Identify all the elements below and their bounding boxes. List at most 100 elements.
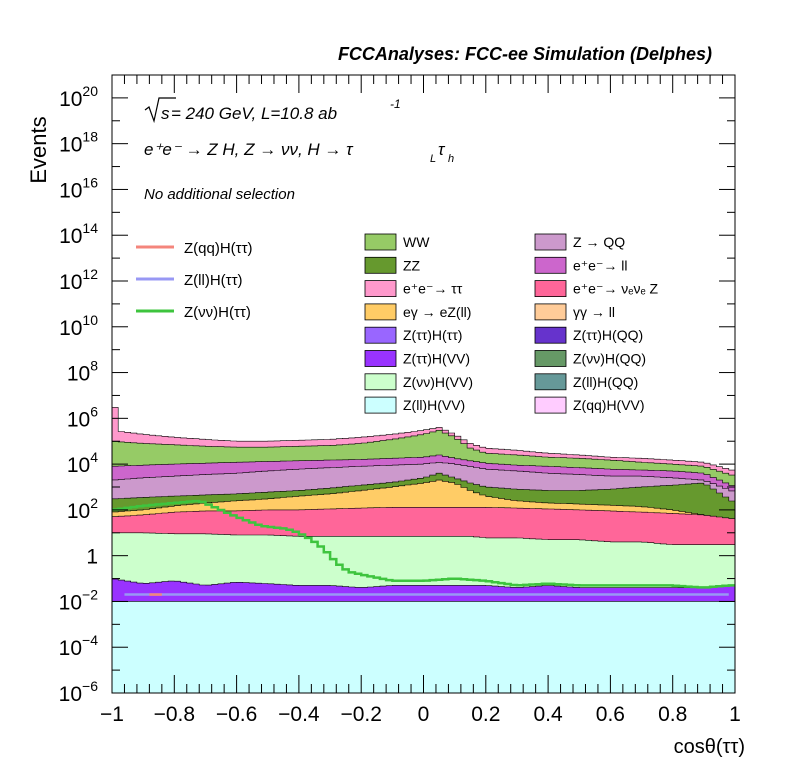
y-tick-base: 10 xyxy=(59,317,82,340)
y-tick-base: 10 xyxy=(59,225,82,248)
y-tick-label: 1020 xyxy=(59,83,98,111)
stack-legend-swatch xyxy=(534,396,567,414)
y-tick-base: 10 xyxy=(59,683,82,706)
energy-annotation: s = 240 GeV, L=10.8 ab -1 xyxy=(144,97,401,124)
stack-legend-label: e⁺e⁻→ ll xyxy=(573,257,627,273)
stack-legend-swatch xyxy=(534,350,567,367)
process-tau: τ xyxy=(438,140,446,159)
y-tick-label: 1 xyxy=(86,546,98,569)
stack-legend-label: Z(ττ)H(ττ) xyxy=(403,327,462,343)
x-tick-label: 0.6 xyxy=(596,703,625,726)
y-tick-exponent: 2 xyxy=(90,495,98,511)
y-tick-exponent: 14 xyxy=(82,220,98,236)
stack-legend-label: WW xyxy=(403,234,430,250)
y-tick-label: 1010 xyxy=(59,312,98,340)
stack-legend-swatch xyxy=(364,396,397,414)
signal-curve-znn xyxy=(112,499,735,589)
y-tick-label: 10−4 xyxy=(59,632,99,660)
stack-legend-swatch xyxy=(364,303,397,321)
plot-layers xyxy=(111,407,736,694)
y-tick-label: 1016 xyxy=(59,174,98,202)
x-tick-label: 0.2 xyxy=(471,703,500,726)
y-tick-exponent: 4 xyxy=(90,449,98,465)
x-tick-label: 0.8 xyxy=(658,703,687,726)
stack-legend-swatch xyxy=(364,280,397,298)
y-tick-exponent: −2 xyxy=(82,586,98,602)
y-tick-label: 104 xyxy=(67,449,98,477)
y-axis-ticks: 10−610−410−21102104106108101010121014101… xyxy=(59,74,735,706)
y-tick-base: 10 xyxy=(67,454,90,477)
stack-legend: WW Z → QQ ZZ e⁺e⁻→ ll e⁺e⁻→ ττ e⁺e⁻→ νₑνₑ Z eγ… xyxy=(364,233,659,414)
stack-layer xyxy=(111,601,736,694)
energy-exponent: -1 xyxy=(390,97,401,111)
signal-legend-label: Z(qq)H(ττ) xyxy=(184,240,253,257)
signal-legend: Z(qq)H(ττ) Z(ll)H(ττ) Z(νν)H(ττ) xyxy=(136,240,253,321)
y-tick-base: 10 xyxy=(59,591,82,614)
stack-legend-swatch xyxy=(534,303,567,321)
y-tick-label: 10−6 xyxy=(59,678,99,706)
stack-legend-label: e⁺e⁻→ νₑνₑ Z xyxy=(573,281,659,297)
x-tick-label: 0.4 xyxy=(533,703,563,726)
x-tick-label: −0.4 xyxy=(278,703,320,726)
stack-legend-swatch xyxy=(364,233,397,251)
sqrt-symbol xyxy=(144,97,176,124)
y-tick-base: 10 xyxy=(67,500,90,523)
stack-legend-swatch xyxy=(364,373,397,391)
process-sub-h: h xyxy=(448,153,454,165)
selection-annotation: No additional selection xyxy=(144,186,295,203)
stack-legend-swatch xyxy=(534,326,567,344)
y-axis-label: Events xyxy=(26,116,51,183)
y-tick-label: 106 xyxy=(67,403,98,431)
stack-legend-label: e⁺e⁻→ ττ xyxy=(403,281,463,297)
stack-legend-label: Z(νν)H(QQ) xyxy=(573,351,646,367)
y-tick-exponent: 6 xyxy=(90,403,98,419)
y-tick-base: 10 xyxy=(59,88,82,111)
x-tick-label: −1 xyxy=(100,703,124,726)
stack-legend-label: ZZ xyxy=(403,257,421,273)
y-tick-base: 10 xyxy=(67,363,90,386)
stack-legend-swatch xyxy=(534,280,567,298)
x-tick-label: −0.2 xyxy=(340,703,381,726)
y-tick-label: 1018 xyxy=(59,129,98,157)
signal-legend-label: Z(ll)H(ττ) xyxy=(184,272,243,289)
stack-legend-label: Z(ττ)H(QQ) xyxy=(573,327,643,343)
stack-legend-swatch xyxy=(534,256,567,274)
y-tick-label: 1012 xyxy=(59,266,98,294)
energy-text: = 240 GeV, L=10.8 ab xyxy=(171,104,337,123)
stack-legend-label: Z(qq)H(VV) xyxy=(573,397,645,413)
signal-curves xyxy=(112,499,735,596)
stack-legend-swatch xyxy=(364,350,397,367)
process-sub-l: L xyxy=(430,153,436,165)
y-tick-label: 108 xyxy=(67,358,98,386)
y-tick-exponent: 16 xyxy=(82,174,98,190)
x-tick-label: 1 xyxy=(729,703,741,726)
y-tick-base: 10 xyxy=(59,134,82,157)
y-tick-label: 10−2 xyxy=(59,586,99,614)
stack-legend-label: Z(νν)H(VV) xyxy=(403,374,473,390)
stack-legend-label: γγ → ll xyxy=(573,304,615,320)
stack-legend-label: Z → QQ xyxy=(573,234,625,250)
stack-legend-swatch xyxy=(364,326,397,344)
energy-sqrt-s: s xyxy=(161,104,170,123)
stack-legend-label: Z(ττ)H(VV) xyxy=(403,351,470,367)
y-tick-exponent: 18 xyxy=(82,129,98,145)
y-tick-exponent: 20 xyxy=(82,83,98,99)
chart-header: FCCAnalyses: FCC-ee Simulation (Delphes) xyxy=(338,44,712,64)
y-tick-label: 1014 xyxy=(59,220,98,248)
y-tick-base: 10 xyxy=(59,271,82,294)
stack-legend-swatch xyxy=(364,256,397,274)
x-axis-ticks: −1 −0.8 −0.6 −0.4 −0.2 0 0.2 0.4 0.6 0.8 1 xyxy=(100,75,741,726)
x-tick-label: −0.8 xyxy=(154,703,195,726)
stack-legend-swatch xyxy=(534,233,567,251)
y-tick-label: 102 xyxy=(67,495,98,523)
x-tick-label: −0.6 xyxy=(216,703,257,726)
process-annotation: e⁺e⁻ → Z H, Z → νν, H → τ L τ h xyxy=(144,140,454,165)
y-tick-exponent: 8 xyxy=(90,358,98,374)
stack-legend-label: Z(ll)H(QQ) xyxy=(573,374,638,390)
stack-legend-swatch xyxy=(534,373,567,391)
y-tick-base: 10 xyxy=(59,637,82,660)
stack-legend-label: eγ → eZ(ll) xyxy=(403,304,471,320)
y-tick-exponent: 10 xyxy=(82,312,98,328)
x-tick-label: 0 xyxy=(418,703,430,726)
